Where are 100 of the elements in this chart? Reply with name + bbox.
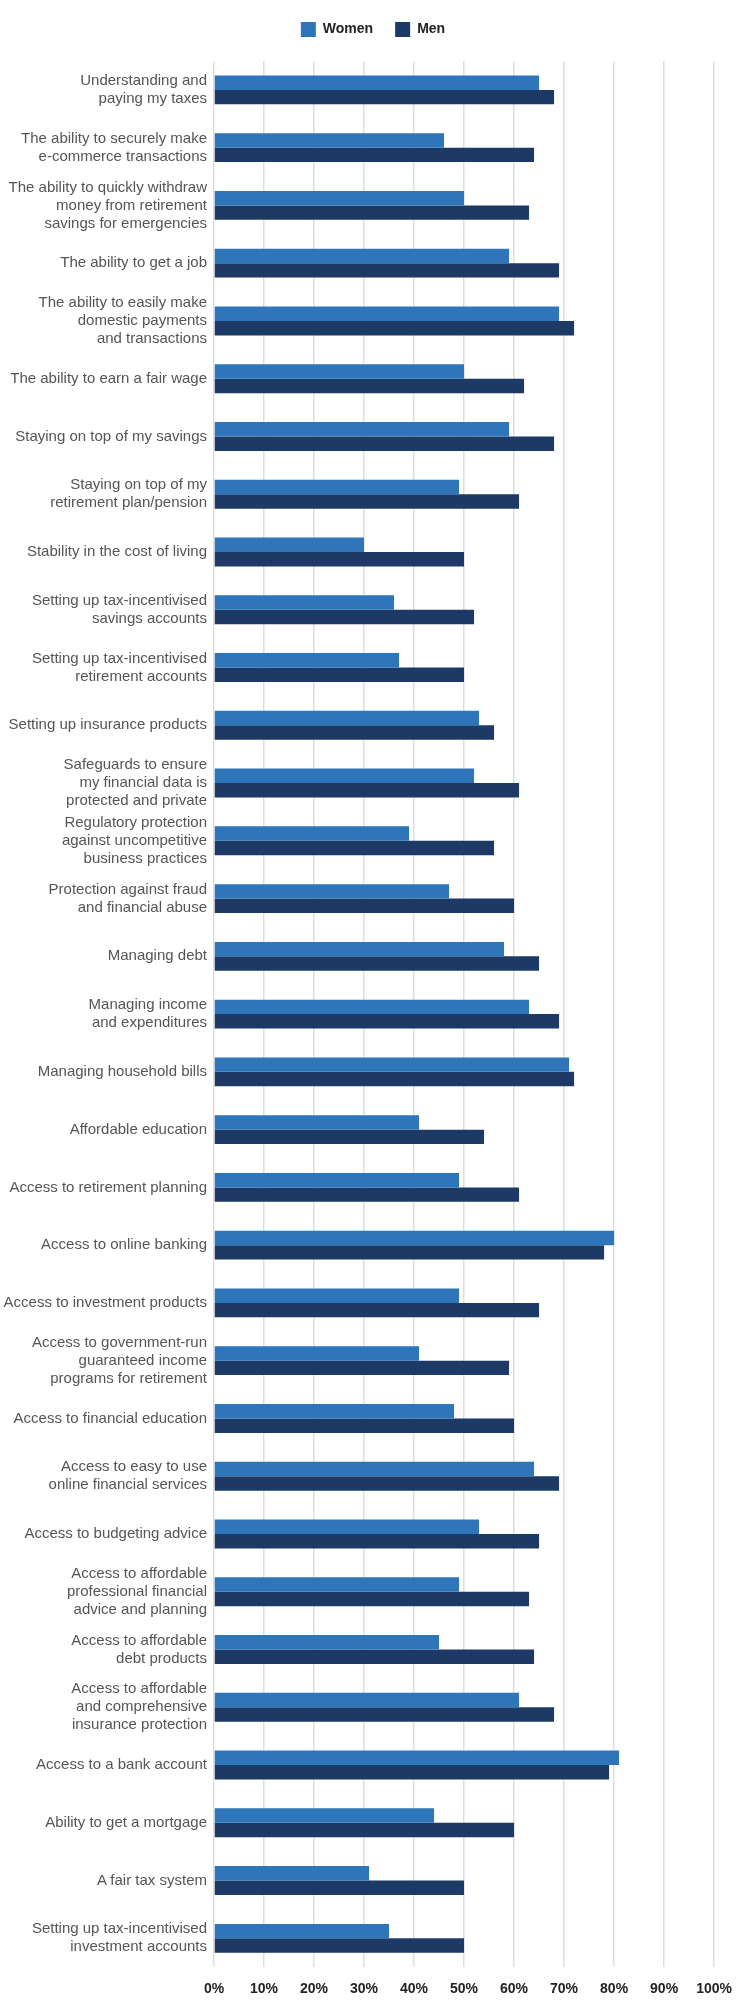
bar [214, 75, 540, 90]
legend-label: Women [322, 20, 374, 37]
x-tick-label: 30% [350, 1980, 379, 1997]
x-tick-label: 70% [550, 1980, 579, 1997]
y-tick-label: Access to affordable debt products [71, 1630, 207, 1666]
bar [214, 826, 410, 841]
y-tick-label: Access to affordable professional financial advice and planning [66, 1563, 207, 1617]
y-tick-label: Setting up tax-incentivised retirement accounts [31, 648, 207, 684]
bar [214, 1635, 440, 1650]
bar [214, 999, 530, 1015]
bar [214, 768, 475, 784]
y-tick-label: Access to affordable and comprehensive insurance protection [71, 1679, 207, 1733]
x-tick-label: 0% [203, 1980, 225, 1997]
bar [214, 1519, 480, 1534]
x-tick-label: 50% [450, 1980, 479, 1997]
y-tick-label: The ability to get a job [60, 253, 207, 271]
bar [214, 1765, 610, 1780]
bar [214, 1288, 460, 1303]
bar [214, 840, 495, 856]
y-tick-label: Understanding and paying my taxes [80, 71, 207, 107]
bar [214, 609, 475, 625]
bar [214, 1230, 615, 1246]
bar [214, 1649, 535, 1664]
bar [214, 1404, 455, 1419]
bar [214, 1071, 575, 1087]
bar [214, 1938, 465, 1953]
bar [214, 1418, 515, 1433]
y-tick-label: The ability to easily make domestic payments and transactions [38, 293, 207, 347]
bar [214, 190, 465, 206]
bar [214, 1822, 515, 1838]
y-tick-label: Setting up tax-incentivised investment accounts [31, 1919, 207, 1955]
y-tick-label: Access to investment products [3, 1293, 207, 1311]
y-tick-label: Access to government-run guaranteed income programs for retirement [31, 1332, 208, 1386]
bar [214, 1577, 460, 1592]
bar [214, 364, 465, 379]
y-tick-label: Access to financial education [13, 1408, 207, 1426]
y-tick-label: The ability to securely make e-commerce transactions [21, 128, 207, 164]
bar [214, 1750, 620, 1766]
y-tick-label: Setting up tax-incentivised savings accounts [31, 590, 207, 626]
y-tick-label: Managing debt [107, 946, 208, 964]
bar [214, 1187, 520, 1202]
bar [214, 1880, 465, 1895]
y-tick-label: The ability to quickly withdraw money from retirement savings for emergencies [8, 177, 208, 231]
bar [214, 422, 510, 437]
bar [214, 1707, 555, 1722]
bar [214, 1461, 535, 1477]
bar [214, 551, 465, 567]
y-tick-label: Stability in the cost of living [26, 542, 207, 560]
y-tick-label: Staying on top of my savings [15, 426, 207, 444]
bar [214, 653, 400, 668]
bar [214, 378, 525, 394]
x-tick-label: 100% [696, 1980, 733, 1997]
bar [214, 667, 465, 682]
x-tick-label: 10% [249, 1980, 279, 1997]
bar [214, 1115, 420, 1130]
bar [214, 1302, 540, 1318]
bar [214, 725, 495, 740]
bar [214, 479, 460, 495]
y-tick-label: Affordable education [69, 1119, 207, 1137]
bar [214, 263, 560, 278]
y-tick-label: Access to retirement planning [9, 1177, 207, 1195]
y-tick-label: Managing income and expenditures [88, 995, 207, 1031]
x-tick-label: 90% [650, 1980, 679, 1997]
bar [214, 306, 560, 321]
y-tick-label: Access to easy to use online financial services [48, 1457, 207, 1493]
bar [214, 1014, 560, 1029]
bar [214, 1866, 370, 1881]
bar [214, 1360, 510, 1376]
bar [214, 595, 395, 610]
bar [214, 133, 445, 148]
bar [214, 89, 555, 105]
bar [214, 320, 575, 336]
bar [214, 494, 520, 509]
bar [214, 1591, 530, 1607]
bar [214, 783, 520, 798]
bar [214, 1533, 540, 1549]
x-tick-label: 40% [400, 1980, 429, 1997]
bar [214, 537, 365, 552]
bar [214, 147, 535, 163]
bar [214, 956, 540, 971]
y-tick-label: Setting up insurance products [8, 715, 207, 733]
y-tick-label: The ability to earn a fair wage [10, 368, 207, 386]
bar [214, 1692, 520, 1708]
bar [214, 1476, 560, 1491]
bar [214, 710, 480, 726]
x-tick-label: 20% [300, 1980, 329, 1997]
bar [214, 884, 450, 899]
legend-label: Men [417, 20, 446, 37]
bar [214, 1129, 485, 1145]
bar [214, 205, 530, 220]
x-tick-label: 60% [500, 1980, 529, 1997]
bar [214, 1808, 435, 1823]
y-tick-label: Regulatory protection against uncompetitive business practices [61, 812, 207, 866]
y-tick-label: Access to a bank account [36, 1755, 208, 1773]
bar [214, 1172, 460, 1188]
x-tick-label: 80% [600, 1980, 629, 1997]
y-tick-label: Ability to get a mortgage [45, 1812, 207, 1830]
bar [214, 1923, 390, 1939]
y-tick-label: A fair tax system [96, 1870, 207, 1888]
bar [214, 1245, 605, 1260]
